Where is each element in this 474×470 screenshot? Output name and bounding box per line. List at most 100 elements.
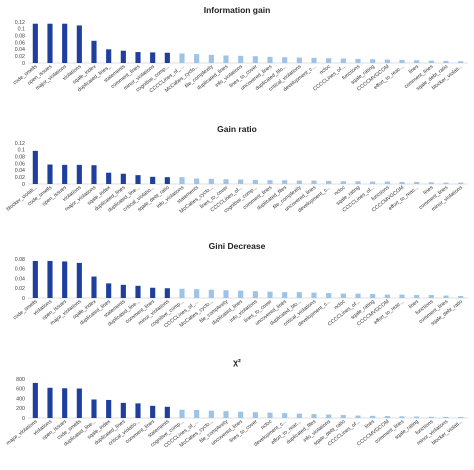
bar xyxy=(164,177,170,184)
bar xyxy=(91,165,97,184)
bar xyxy=(355,415,361,418)
bar xyxy=(223,411,229,418)
bar xyxy=(106,49,112,63)
y-tick-label: 400 xyxy=(16,396,25,402)
bar xyxy=(384,59,390,63)
bar xyxy=(164,52,170,63)
y-tick-label: 0 xyxy=(22,61,25,67)
bar xyxy=(458,417,464,418)
bar xyxy=(62,261,68,298)
bar xyxy=(296,413,302,418)
bar xyxy=(370,415,376,418)
bar xyxy=(370,181,376,184)
y-tick-label: 0.1 xyxy=(18,27,25,33)
bar xyxy=(164,406,170,418)
bar xyxy=(47,23,53,63)
bar xyxy=(267,56,273,63)
bar xyxy=(282,292,288,298)
bar xyxy=(62,388,68,418)
bar xyxy=(443,60,449,63)
bar xyxy=(238,411,244,418)
bar xyxy=(194,54,200,63)
bar xyxy=(370,294,376,298)
bar xyxy=(399,416,405,418)
bar xyxy=(76,262,82,298)
bar xyxy=(326,180,332,184)
chart-panel-2: Gain ratio00.020.040.060.080.10.12blocke… xyxy=(6,124,468,215)
bar xyxy=(76,388,82,418)
y-tick-label: 0.1 xyxy=(18,148,25,154)
bar xyxy=(32,150,38,184)
bar xyxy=(414,60,420,63)
bar xyxy=(252,291,258,298)
bar xyxy=(150,405,156,418)
y-tick-label: 0.06 xyxy=(15,267,25,273)
bar xyxy=(179,288,185,298)
bar xyxy=(252,56,258,63)
bar xyxy=(135,403,141,419)
bar xyxy=(91,276,97,298)
bar xyxy=(428,416,434,418)
y-tick-label: 0.06 xyxy=(15,40,25,46)
bar xyxy=(414,416,420,418)
x-category-label: lines xyxy=(408,64,420,76)
bar xyxy=(311,292,317,298)
bar xyxy=(135,175,141,184)
bar xyxy=(296,57,302,63)
y-tick-label: 0.04 xyxy=(15,47,25,53)
bar xyxy=(311,57,317,64)
y-tick-label: 0.12 xyxy=(15,20,25,26)
bar xyxy=(208,178,214,185)
y-tick-label: 0.08 xyxy=(15,33,25,39)
bar xyxy=(208,410,214,418)
bar xyxy=(384,294,390,298)
bar xyxy=(120,284,126,298)
bar xyxy=(443,416,449,418)
bar xyxy=(120,173,126,184)
bar xyxy=(150,176,156,184)
bar xyxy=(399,181,405,184)
bar xyxy=(355,58,361,63)
bar xyxy=(47,260,53,298)
y-tick-label: 0.12 xyxy=(15,141,25,147)
bar xyxy=(340,58,346,63)
bar xyxy=(384,181,390,184)
bar xyxy=(458,61,464,63)
bar xyxy=(223,179,229,184)
bar xyxy=(164,288,170,298)
bar xyxy=(326,293,332,299)
bar xyxy=(223,55,229,63)
y-tick-label: 800 xyxy=(16,377,25,383)
y-tick-label: 0.08 xyxy=(15,154,25,160)
bar xyxy=(414,295,420,298)
y-tick-label: 0.08 xyxy=(15,257,25,263)
bar xyxy=(384,416,390,418)
bar xyxy=(252,412,258,418)
bar xyxy=(252,179,258,184)
bar xyxy=(223,290,229,298)
bar xyxy=(32,382,38,418)
bar xyxy=(340,181,346,184)
bar xyxy=(399,294,405,298)
bar xyxy=(179,53,185,63)
bar xyxy=(282,180,288,184)
bar xyxy=(208,54,214,63)
chart-title: χ² xyxy=(233,357,241,367)
bar xyxy=(326,414,332,418)
bar xyxy=(399,59,405,63)
x-category-label: lines xyxy=(408,299,420,311)
bar xyxy=(443,295,449,298)
bar xyxy=(208,289,214,298)
bar xyxy=(179,409,185,418)
bar xyxy=(428,295,434,298)
bar xyxy=(120,402,126,418)
bar xyxy=(238,290,244,298)
bar xyxy=(428,182,434,184)
y-tick-label: 0.06 xyxy=(15,161,25,167)
bar xyxy=(106,283,112,299)
bar xyxy=(106,172,112,184)
bar xyxy=(355,181,361,184)
bar xyxy=(120,50,126,63)
x-category-label: lines xyxy=(422,185,434,197)
